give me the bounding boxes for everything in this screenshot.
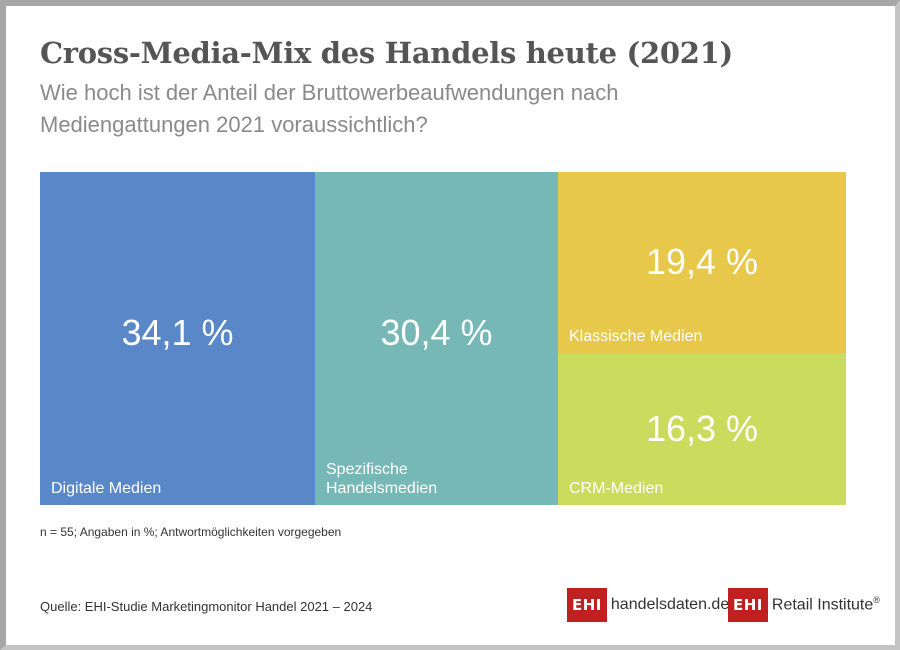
- registered-mark: ®: [873, 595, 880, 606]
- tile-value: 19,4 %: [645, 241, 759, 282]
- ehi-mark: EHI: [728, 588, 768, 622]
- tile-label: Klassische Medien: [569, 328, 703, 345]
- tile-crm-medien: 16,3 % CRM-Medien: [558, 353, 846, 505]
- tile-value: 30,4 %: [380, 312, 493, 353]
- treemap: 34,1 % Digitale Medien 30,4 % Spezifisch…: [40, 172, 846, 505]
- chart-subtitle: Wie hoch ist der Anteil der Bruttowerbea…: [40, 80, 619, 137]
- handelsdaten-logo[interactable]: EHI handelsdaten.de: [567, 588, 729, 622]
- tile-label: Spezifische Handelsmedien: [326, 460, 466, 498]
- ehi-retail-institute-logo[interactable]: EHI Retail Institute®: [728, 588, 880, 622]
- tile-digitale-medien: 34,1 % Digitale Medien: [40, 172, 315, 505]
- tile-spezifische-handelsmedien: 30,4 % Spezifische Handelsmedien: [315, 172, 558, 505]
- source-line: Quelle: EHI-Studie Marketingmonitor Hand…: [40, 599, 373, 614]
- tile-value: 16,3 %: [645, 408, 759, 449]
- tile-label: CRM-Medien: [569, 480, 664, 497]
- tile-label: Digitale Medien: [51, 480, 162, 497]
- footnote: n = 55; Angaben in %; Antwortmöglichkeit…: [40, 525, 342, 539]
- logo-text: Retail Institute®: [772, 595, 880, 614]
- tile-value: 34,1 %: [121, 312, 234, 353]
- logo-text: handelsdaten.de: [610, 596, 730, 613]
- tile-label-text: Spezifische Handelsmedien: [326, 461, 438, 497]
- logo-text-label: Retail Institute: [771, 596, 874, 614]
- chart-title: Cross-Media-Mix des Handels heute (2021): [40, 36, 733, 70]
- ehi-mark: EHI: [567, 588, 607, 622]
- tile-klassische-medien: 19,4 % Klassische Medien: [558, 172, 846, 353]
